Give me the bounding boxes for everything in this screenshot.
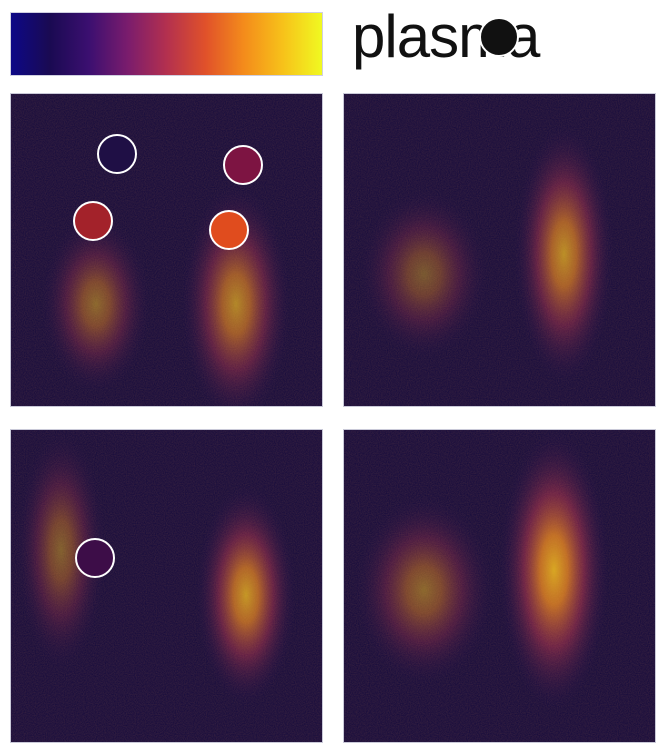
- circle-marker: [209, 210, 249, 250]
- circle-marker: [75, 538, 115, 578]
- panel-top-left: [10, 93, 323, 407]
- heatmap-image: [344, 94, 655, 406]
- heatmap-image: [11, 430, 322, 742]
- panel-bottom-right: [343, 429, 656, 743]
- heatmap-image: [344, 430, 655, 742]
- title-dot-marker: [479, 17, 519, 57]
- circle-marker: [73, 201, 113, 241]
- panel-bottom-left: [10, 429, 323, 743]
- colorbar: [10, 12, 323, 76]
- panel-top-right: [343, 93, 656, 407]
- circle-marker: [223, 145, 263, 185]
- heatmap-image: [11, 94, 322, 406]
- circle-marker: [97, 134, 137, 174]
